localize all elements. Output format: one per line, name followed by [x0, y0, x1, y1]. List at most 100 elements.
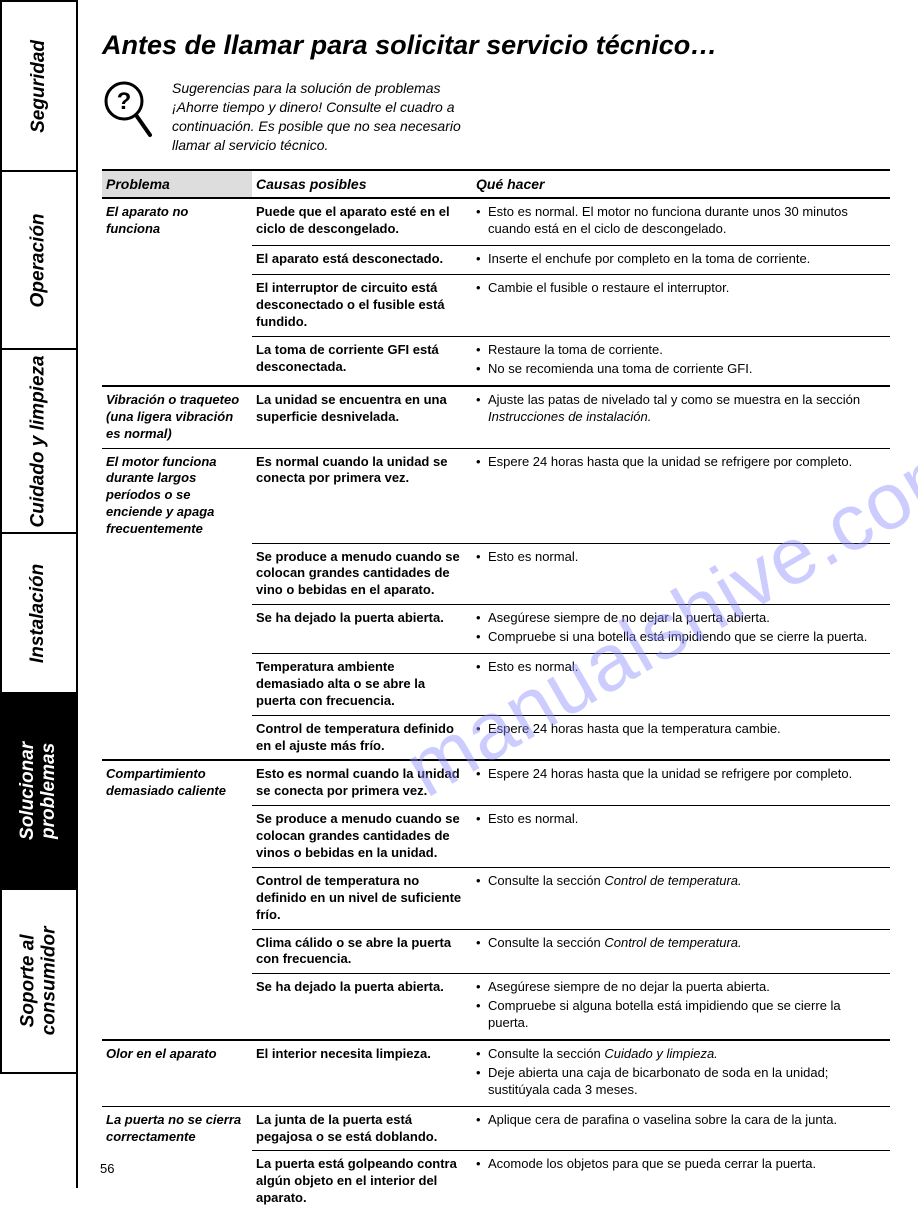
sidebar-tab[interactable]: Seguridad [0, 0, 76, 170]
table-row: Control de temperatura no definido en un… [102, 867, 890, 929]
problem-cell: Compartimiento demasiado caliente [102, 760, 252, 805]
problem-cell [102, 653, 252, 715]
page-container: Seguridad Operación Cuidado y limpieza Inst… [0, 0, 918, 1188]
table-row: Clima cálido o se abre la puerta con fre… [102, 929, 890, 974]
action-item: Ajuste las patas de nivelado tal y como … [476, 392, 882, 426]
table-row: Se ha dejado la puerta abierta.Asegúrese… [102, 605, 890, 654]
sidebar-tab-label: Instalación [29, 563, 50, 662]
table-row: El interruptor de circuito está desconec… [102, 275, 890, 337]
problem-cell: Vibración o traqueteo (una ligera vibrac… [102, 386, 252, 448]
action-item: Esto es normal. El motor no funciona dur… [476, 204, 882, 238]
column-header-problem: Problema [102, 170, 252, 198]
action-cell: Esto es normal. [472, 653, 890, 715]
cause-cell: Es normal cuando la unidad se conecta po… [252, 448, 472, 543]
action-cell: Esto es normal. El motor no funciona dur… [472, 198, 890, 245]
problem-cell: La puerta no se cierra correctamente [102, 1106, 252, 1151]
sidebar-tab[interactable]: Solucionarproblemas [0, 692, 76, 888]
cause-cell: La toma de corriente GFI está desconecta… [252, 337, 472, 386]
action-cell: Consulte la sección Cuidado y limpieza. D… [472, 1040, 890, 1106]
page-number: 56 [100, 1161, 114, 1176]
action-cell: Aplique cera de parafina o vaselina sobr… [472, 1106, 890, 1151]
sidebar-tab[interactable]: Soporte alconsumidor [0, 888, 76, 1074]
problem-cell [102, 806, 252, 868]
action-item: No se recomienda una toma de corriente G… [476, 361, 882, 378]
cause-cell: Puede que el aparato esté en el ciclo de… [252, 198, 472, 245]
sidebar-tab[interactable]: Operación [0, 170, 76, 348]
action-item: Asegúrese siempre de no dejar la puerta … [476, 979, 882, 996]
cause-cell: Esto es normal cuando la unidad se conec… [252, 760, 472, 805]
action-cell: Restaure la toma de corriente. No se reco… [472, 337, 890, 386]
cause-cell: Temperatura ambiente demasiado alta o se… [252, 653, 472, 715]
cause-cell: El interruptor de circuito está desconec… [252, 275, 472, 337]
svg-text:?: ? [117, 88, 132, 115]
main-content: Antes de llamar para solicitar servicio … [78, 0, 918, 1188]
sidebar-tabs: Seguridad Operación Cuidado y limpieza Inst… [0, 0, 78, 1188]
sidebar-tab[interactable]: Instalación [0, 532, 76, 692]
table-row: Control de temperatura definido en el aj… [102, 715, 890, 760]
cause-cell: Se ha dejado la puerta abierta. [252, 974, 472, 1040]
action-cell: Ajuste las patas de nivelado tal y como … [472, 386, 890, 448]
problem-cell [102, 337, 252, 386]
cause-cell: Control de temperatura definido en el aj… [252, 715, 472, 760]
action-item: Restaure la toma de corriente. [476, 342, 882, 359]
problem-cell [102, 245, 252, 275]
action-item: Inserte el enchufe por completo en la to… [476, 251, 882, 268]
action-cell: Cambie el fusible o restaure el interrup… [472, 275, 890, 337]
problem-cell [102, 715, 252, 760]
action-item: Esto es normal. [476, 659, 882, 676]
table-row: Se produce a menudo cuando se colocan gr… [102, 543, 890, 605]
cause-cell: La unidad se encuentra en una superficie… [252, 386, 472, 448]
table-row: Se ha dejado la puerta abierta.Asegúrese… [102, 974, 890, 1040]
action-item: Consulte la sección Cuidado y limpieza. [476, 1046, 882, 1063]
cause-cell: La junta de la puerta está pegajosa o se… [252, 1106, 472, 1151]
troubleshooting-table: Problema Causas posibles Qué hacer El ap… [102, 169, 890, 1212]
table-row: Se produce a menudo cuando se colocan gr… [102, 806, 890, 868]
problem-cell [102, 543, 252, 605]
action-item: Esto es normal. [476, 549, 882, 566]
cause-cell: La puerta está golpeando contra algún ob… [252, 1151, 472, 1212]
action-item: Cambie el fusible o restaure el interrup… [476, 280, 882, 297]
action-cell: Esto es normal. [472, 543, 890, 605]
column-header-action: Qué hacer [472, 170, 890, 198]
table-row: Olor en el aparatoEl interior necesita l… [102, 1040, 890, 1106]
intro-text: Sugerencias para la solución de problema… [172, 79, 502, 155]
problem-cell [102, 867, 252, 929]
action-item: Asegúrese siempre de no dejar la puerta … [476, 610, 882, 627]
sidebar-tab-label: Solucionarproblemas [18, 742, 60, 840]
action-cell: Inserte el enchufe por completo en la to… [472, 245, 890, 275]
table-row: Vibración o traqueteo (una ligera vibrac… [102, 386, 890, 448]
problem-cell: El aparato no funciona [102, 198, 252, 245]
action-cell: Asegúrese siempre de no dejar la puerta … [472, 974, 890, 1040]
problem-cell [102, 605, 252, 654]
action-cell: Consulte la sección Control de temperatu… [472, 929, 890, 974]
table-row: Temperatura ambiente demasiado alta o se… [102, 653, 890, 715]
question-magnifier-icon: ? [102, 79, 154, 144]
action-cell: Esto es normal. [472, 806, 890, 868]
cause-cell: Se produce a menudo cuando se colocan gr… [252, 543, 472, 605]
problem-cell [102, 275, 252, 337]
action-item: Consulte la sección Control de temperatu… [476, 935, 882, 952]
table-row: El aparato no funcionaPuede que el apara… [102, 198, 890, 245]
sidebar-tab[interactable]: Cuidado y limpieza [0, 348, 76, 532]
table-row: El motor funciona durante largos período… [102, 448, 890, 543]
action-cell: Espere 24 horas hasta que la unidad se r… [472, 760, 890, 805]
cause-cell: Se ha dejado la puerta abierta. [252, 605, 472, 654]
action-item: Esto es normal. [476, 811, 882, 828]
problem-cell [102, 974, 252, 1040]
action-item: Compruebe si alguna botella está impidie… [476, 998, 882, 1032]
sidebar-tab-label: Cuidado y limpieza [29, 355, 50, 527]
action-cell: Asegúrese siempre de no dejar la puerta … [472, 605, 890, 654]
column-header-cause: Causas posibles [252, 170, 472, 198]
intro-row: ? Sugerencias para la solución de proble… [102, 79, 890, 155]
action-item: Consulte la sección Control de temperatu… [476, 873, 882, 890]
action-item: Acomode los objetos para que se pueda ce… [476, 1156, 882, 1173]
action-item: Deje abierta una caja de bicarbonato de … [476, 1065, 882, 1099]
cause-cell: El aparato está desconectado. [252, 245, 472, 275]
cause-cell: Clima cálido o se abre la puerta con fre… [252, 929, 472, 974]
cause-cell: Control de temperatura no definido en un… [252, 867, 472, 929]
problem-cell [102, 929, 252, 974]
table-row: La toma de corriente GFI está desconecta… [102, 337, 890, 386]
sidebar-tab-label: Operación [29, 213, 50, 307]
action-item: Aplique cera de parafina o vaselina sobr… [476, 1112, 882, 1129]
problem-cell: Olor en el aparato [102, 1040, 252, 1106]
